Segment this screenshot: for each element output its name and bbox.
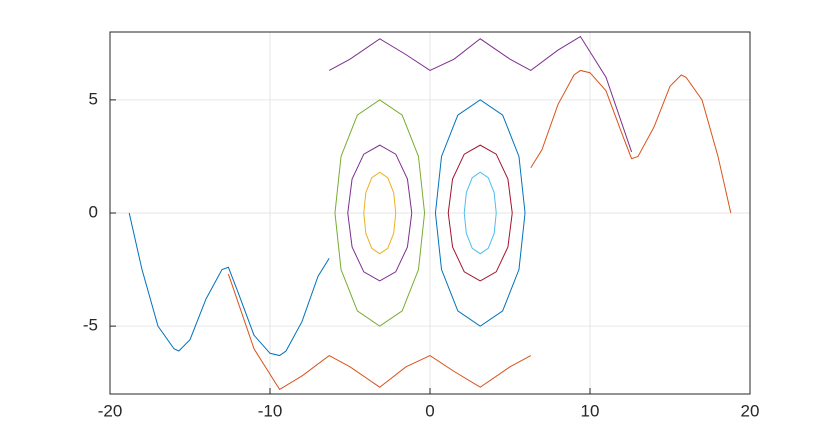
trajectory (447, 144, 513, 282)
trajectory (434, 99, 526, 327)
trajectory (334, 99, 426, 327)
x-tick-label: -10 (258, 401, 283, 420)
trajectory (363, 171, 397, 255)
lines (128, 35, 732, 391)
x-tick-label: 0 (425, 401, 434, 420)
y-tick-label: 0 (89, 202, 98, 221)
x-tick-label: 20 (741, 401, 760, 420)
trajectory (328, 35, 633, 153)
x-tick-label: -20 (98, 401, 123, 420)
trajectory (463, 171, 497, 255)
axes: -20 -10 0 10 20 -5 0 5 (83, 31, 760, 420)
y-tick-label: -5 (83, 316, 98, 335)
x-tick-label: 10 (581, 401, 600, 420)
trajectory (128, 212, 330, 357)
trajectory (347, 144, 413, 282)
trajectory (530, 69, 732, 214)
y-tick-label: 5 (89, 89, 98, 108)
trajectory (227, 273, 532, 391)
axes-box (109, 31, 751, 395)
